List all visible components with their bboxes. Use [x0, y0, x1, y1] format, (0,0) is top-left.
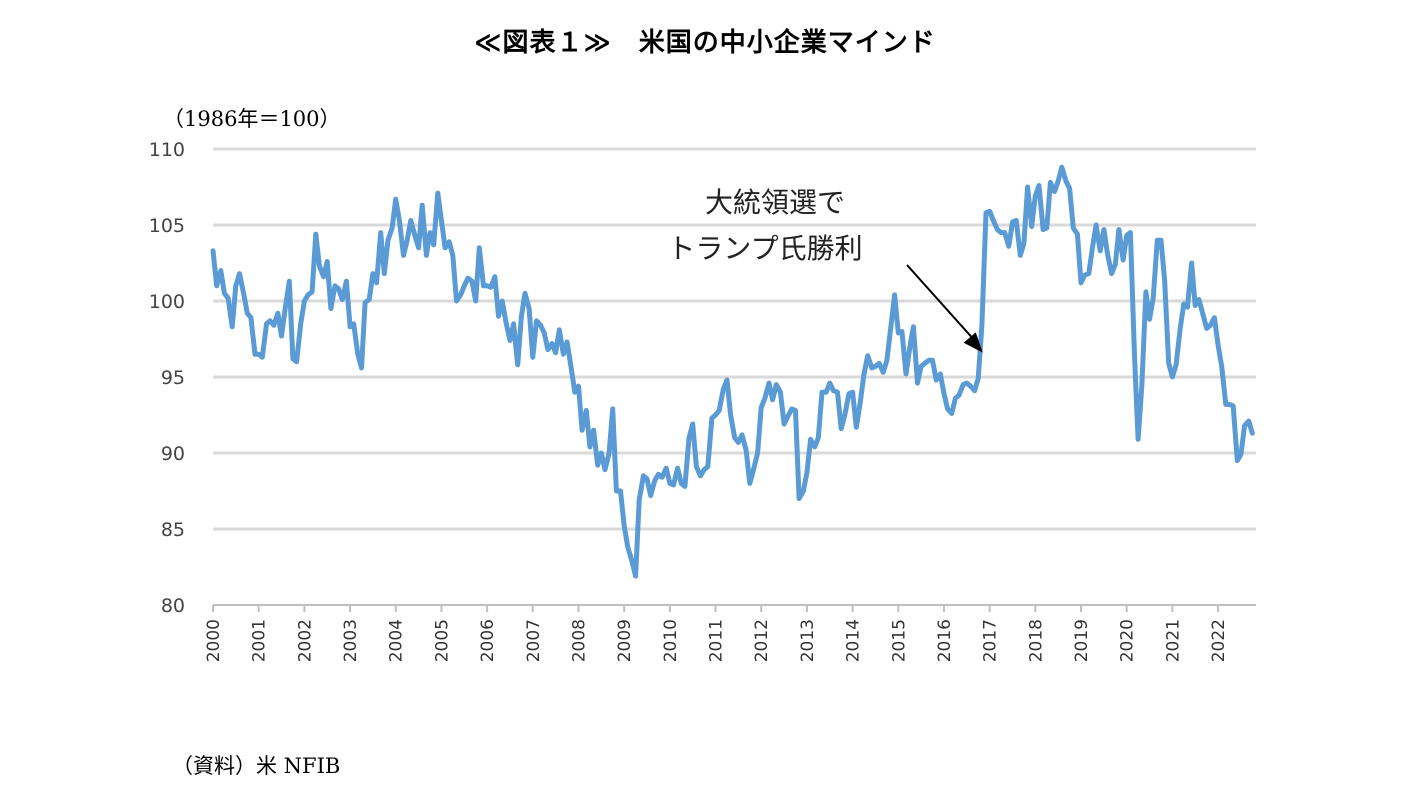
x-axis: 2000 2001 2002 2003 2004 2005 2006 2007 2008 2009…	[204, 604, 1256, 662]
y-tick-label-90: 90	[161, 443, 185, 465]
annotation-arrow	[906, 264, 976, 342]
annotation-line-2: トランプ氏勝利	[667, 232, 862, 265]
x-tick-label-2003: 2003	[341, 619, 361, 662]
x-tick-label-2001: 2001	[250, 619, 270, 662]
source-note: （資料）米 NFIB	[172, 754, 341, 778]
x-tick-label-2006: 2006	[478, 619, 498, 662]
x-tick-label-2015: 2015	[889, 619, 909, 662]
x-tick-label-2013: 2013	[798, 619, 818, 662]
series-line-0	[210, 164, 1255, 579]
x-tick-label-2019: 2019	[1072, 619, 1092, 662]
y-tick-label-85: 85	[161, 519, 185, 541]
x-tick-label-2022: 2022	[1209, 619, 1229, 662]
y-tick-label-105: 105	[149, 215, 185, 237]
x-tick-label-2021: 2021	[1163, 619, 1183, 662]
x-tick-label-2018: 2018	[1026, 619, 1046, 662]
x-tick-label-2010: 2010	[661, 619, 681, 662]
x-tick-label-2009: 2009	[615, 619, 635, 662]
x-tick-label-2000: 2000	[204, 619, 224, 662]
x-tick-label-2007: 2007	[524, 619, 544, 662]
series-group	[210, 164, 1255, 579]
x-tick-label-2005: 2005	[432, 619, 452, 662]
y-tick-label-95: 95	[161, 367, 185, 389]
y-axis-ticks: 80 85 90 95 100 105 110	[149, 139, 185, 617]
x-tick-label-2017: 2017	[981, 619, 1001, 662]
y-tick-label-100: 100	[149, 291, 185, 313]
y-tick-label-110: 110	[149, 139, 185, 161]
x-tick-label-2011: 2011	[707, 619, 727, 662]
x-tick-label-2020: 2020	[1118, 619, 1138, 662]
gridlines	[213, 147, 1256, 531]
x-tick-label-2002: 2002	[295, 619, 315, 662]
x-tick-label-2004: 2004	[387, 619, 407, 662]
x-tick-label-2014: 2014	[844, 619, 864, 662]
x-tick-label-2008: 2008	[569, 619, 589, 662]
x-tick-label-2012: 2012	[752, 619, 772, 662]
y-tick-label-80: 80	[161, 595, 185, 617]
x-tick-label-2016: 2016	[935, 619, 955, 662]
annotation-line-1: 大統領選で	[705, 186, 845, 219]
chart-title: ≪図表１≫ 米国の中小企業マインド	[474, 28, 936, 58]
y-axis-unit-label: （1986年＝100）	[163, 107, 341, 131]
annotation-arrowhead	[963, 332, 983, 353]
